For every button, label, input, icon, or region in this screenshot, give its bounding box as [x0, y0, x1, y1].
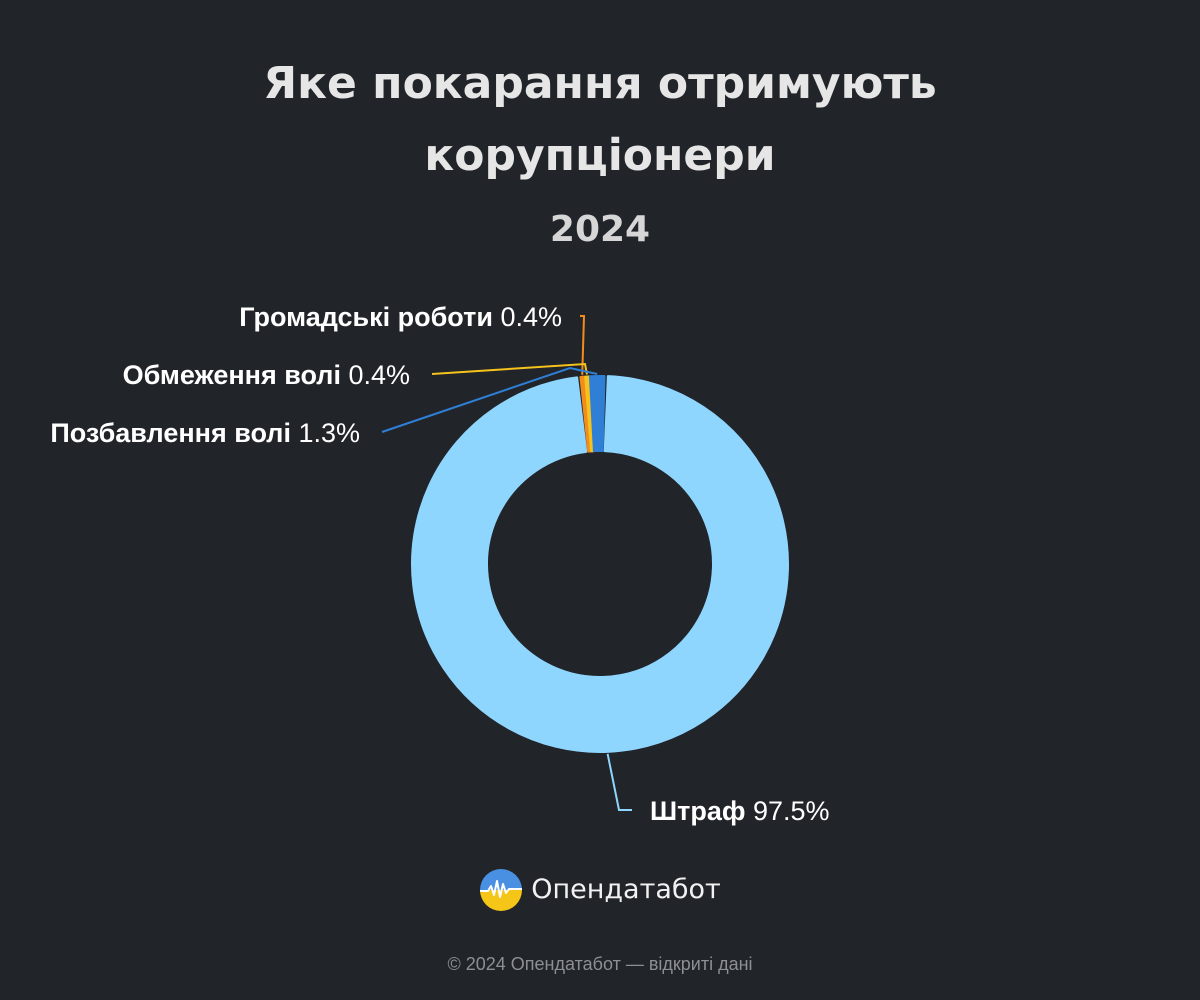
chart-title: Яке покарання отримують корупціонери: [0, 48, 1200, 192]
chart-title-line-2: корупціонери: [424, 130, 776, 181]
slice-label-value-0: 97.5%: [753, 796, 830, 826]
slice-label-name-2: Обмеження волі: [123, 360, 349, 390]
leader-line-3: [381, 366, 598, 433]
slice-label-name-1: Громадські роботи: [239, 302, 500, 332]
slice-label-value-3: 1.3%: [298, 418, 360, 448]
donut-slice-3: [588, 375, 606, 453]
leader-line-1: [580, 315, 586, 375]
slice-label-3: Позбавлення волі 1.3%: [50, 418, 360, 448]
slice-label-value-2: 0.4%: [348, 360, 410, 390]
brand-name: Опендатабот: [531, 874, 721, 905]
slice-label-name-0: Штраф: [650, 796, 753, 826]
donut-slice-0: [410, 375, 789, 753]
chart-subtitle: 2024: [549, 209, 651, 250]
slice-label-0: Штраф 97.5%: [650, 796, 830, 826]
slice-label-name-3: Позбавлення волі: [50, 418, 298, 448]
leader-line-0: [606, 753, 632, 811]
brand: Опендатабот: [0, 868, 1200, 912]
opendatabot-logo-icon: [480, 869, 523, 911]
slice-label-value-1: 0.4%: [500, 302, 562, 332]
chart-title-line-1: Яке покарання отримують: [263, 58, 937, 109]
slice-label-1: Громадські роботи 0.4%: [239, 302, 562, 332]
slice-label-2: Обмеження волі 0.4%: [123, 360, 410, 390]
footer-copyright: © 2024 Опендатабот — відкриті дані: [447, 954, 753, 974]
